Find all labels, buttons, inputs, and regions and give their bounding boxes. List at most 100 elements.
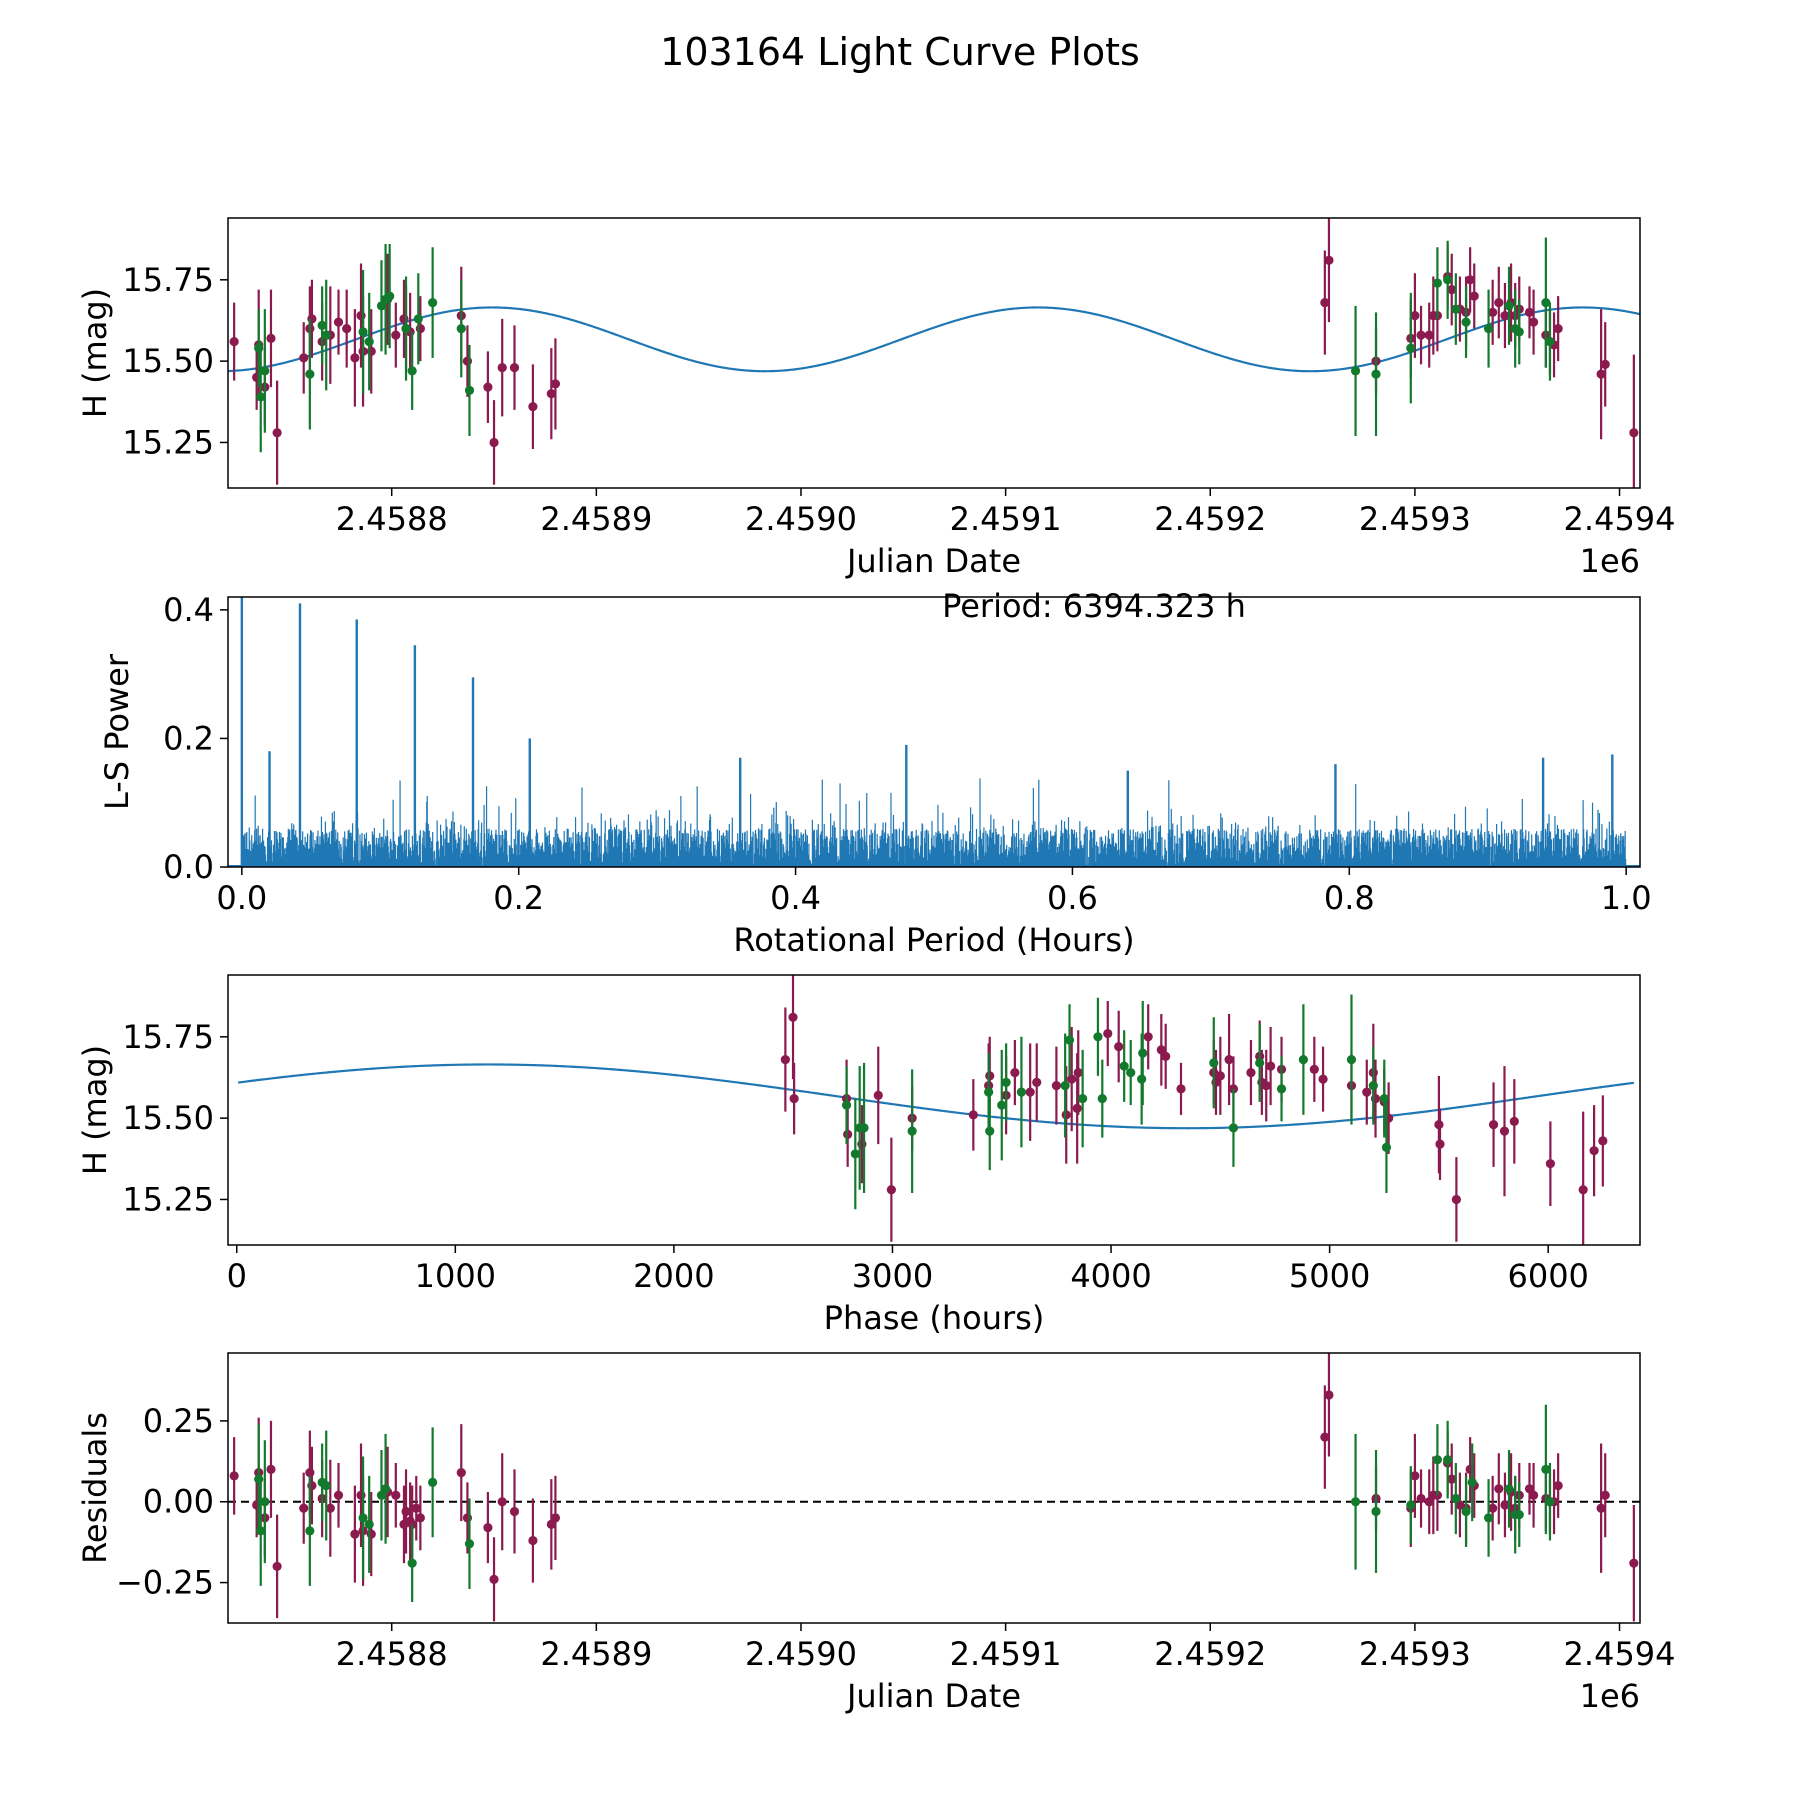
y-tick-label: 0.2 bbox=[163, 719, 214, 757]
x-tick-label: 1000 bbox=[415, 1257, 496, 1295]
data-point bbox=[1346, 1054, 1357, 1065]
y-axis-label: H (mag) bbox=[76, 288, 114, 418]
data-point bbox=[1246, 1067, 1256, 1078]
data-point bbox=[1424, 330, 1434, 340]
x-tick-label: 0.0 bbox=[216, 879, 267, 917]
data-point bbox=[307, 1480, 317, 1491]
data-point bbox=[1410, 310, 1420, 321]
data-point bbox=[366, 346, 376, 356]
y-axis-label: H (mag) bbox=[76, 1045, 114, 1175]
data-point bbox=[305, 1526, 315, 1536]
data-point bbox=[1371, 369, 1381, 379]
data-point bbox=[464, 385, 475, 396]
data-point bbox=[550, 379, 561, 389]
data-point bbox=[415, 324, 425, 334]
data-point bbox=[1324, 1390, 1334, 1400]
data-point bbox=[1016, 1087, 1027, 1097]
x-tick-label: 3000 bbox=[852, 1257, 933, 1295]
data-point bbox=[350, 353, 360, 363]
data-point bbox=[528, 402, 538, 412]
y-tick-label: 0.25 bbox=[143, 1402, 214, 1440]
x-tick-label: 2.4589 bbox=[540, 1635, 652, 1673]
data-point bbox=[1514, 1510, 1524, 1520]
y-tick-label: 0.4 bbox=[163, 591, 214, 629]
x-axis-label: Julian Date bbox=[845, 542, 1021, 580]
data-point bbox=[333, 317, 344, 327]
data-point bbox=[886, 1185, 896, 1195]
data-point bbox=[1224, 1054, 1234, 1065]
data-point bbox=[1228, 1123, 1239, 1133]
data-point bbox=[1276, 1084, 1287, 1094]
data-point bbox=[1494, 297, 1504, 308]
axes-frame bbox=[227, 1352, 1641, 1624]
data-point bbox=[1483, 1513, 1494, 1523]
data-point bbox=[1266, 1061, 1276, 1071]
data-point bbox=[1143, 1032, 1153, 1042]
data-point bbox=[1500, 310, 1510, 321]
panel-phased: 0 1000 2000 3000 4000 5000 6000 15.25 15.50 15.75… bbox=[76, 974, 1641, 1337]
data-point bbox=[391, 1490, 401, 1500]
data-point bbox=[780, 1054, 790, 1065]
data-point bbox=[366, 1529, 376, 1539]
data-point bbox=[305, 1468, 315, 1478]
data-point bbox=[497, 1497, 507, 1507]
y-axis-label: Residuals bbox=[76, 1412, 114, 1564]
data-point bbox=[907, 1126, 917, 1136]
data-point bbox=[399, 314, 409, 324]
data-point bbox=[1488, 1120, 1499, 1130]
data-point bbox=[1494, 1484, 1504, 1494]
data-point bbox=[1578, 1185, 1588, 1195]
data-point bbox=[873, 1090, 883, 1100]
data-point bbox=[407, 366, 417, 376]
data-point bbox=[356, 1490, 366, 1500]
data-point bbox=[550, 1513, 561, 1523]
data-point bbox=[456, 324, 466, 334]
data-point bbox=[1469, 291, 1479, 301]
data-point bbox=[483, 1523, 493, 1533]
data-point bbox=[1451, 1493, 1461, 1504]
data-point bbox=[1320, 1432, 1330, 1442]
y-tick-label: 15.25 bbox=[122, 423, 214, 461]
data-point bbox=[1528, 317, 1539, 327]
data-point bbox=[1362, 1087, 1372, 1097]
data-point bbox=[1371, 1506, 1381, 1517]
data-point bbox=[1103, 1028, 1113, 1039]
data-point bbox=[1461, 1506, 1471, 1517]
x-tick-label: 0.8 bbox=[1324, 879, 1375, 917]
data-point bbox=[1553, 1480, 1563, 1491]
x-tick-label: 0.6 bbox=[1047, 879, 1098, 917]
y-tick-label: 15.50 bbox=[122, 342, 214, 380]
axes-frame bbox=[227, 974, 1641, 1246]
data-point bbox=[299, 353, 309, 363]
data-point bbox=[272, 428, 282, 438]
data-point bbox=[1447, 284, 1457, 295]
data-point bbox=[1025, 1087, 1035, 1097]
data-point bbox=[1406, 1500, 1416, 1510]
data-point bbox=[1432, 1455, 1443, 1465]
series-g bbox=[254, 237, 1555, 453]
data-point bbox=[1467, 1477, 1477, 1487]
x-offset-text: 1e6 bbox=[1580, 1677, 1640, 1715]
data-point bbox=[305, 369, 315, 379]
data-point bbox=[859, 1123, 869, 1133]
panel-periodogram: Period: 6394.323 h 0.0 0.2 0.4 0.6 0.8 1.0 0.0 0… bbox=[98, 587, 1652, 959]
data-point bbox=[256, 392, 266, 402]
data-point bbox=[1499, 1126, 1510, 1136]
x-tick-label: 6000 bbox=[1507, 1257, 1588, 1295]
data-point bbox=[1097, 1094, 1107, 1104]
axes-frame bbox=[227, 217, 1641, 489]
data-point bbox=[1596, 1503, 1606, 1513]
model-curve bbox=[237, 1063, 1635, 1130]
x-axis-label: Rotational Period (Hours) bbox=[733, 921, 1134, 959]
data-point bbox=[1410, 1471, 1420, 1481]
x-tick-label: 2.4590 bbox=[745, 500, 857, 538]
y-tick-label: 0.00 bbox=[143, 1483, 214, 1521]
data-point bbox=[1528, 1490, 1539, 1500]
model-curve bbox=[228, 306, 1640, 373]
data-point bbox=[385, 291, 395, 301]
data-point bbox=[985, 1126, 995, 1136]
data-point bbox=[1488, 1503, 1498, 1513]
data-point bbox=[266, 333, 276, 343]
data-point bbox=[1320, 297, 1330, 308]
